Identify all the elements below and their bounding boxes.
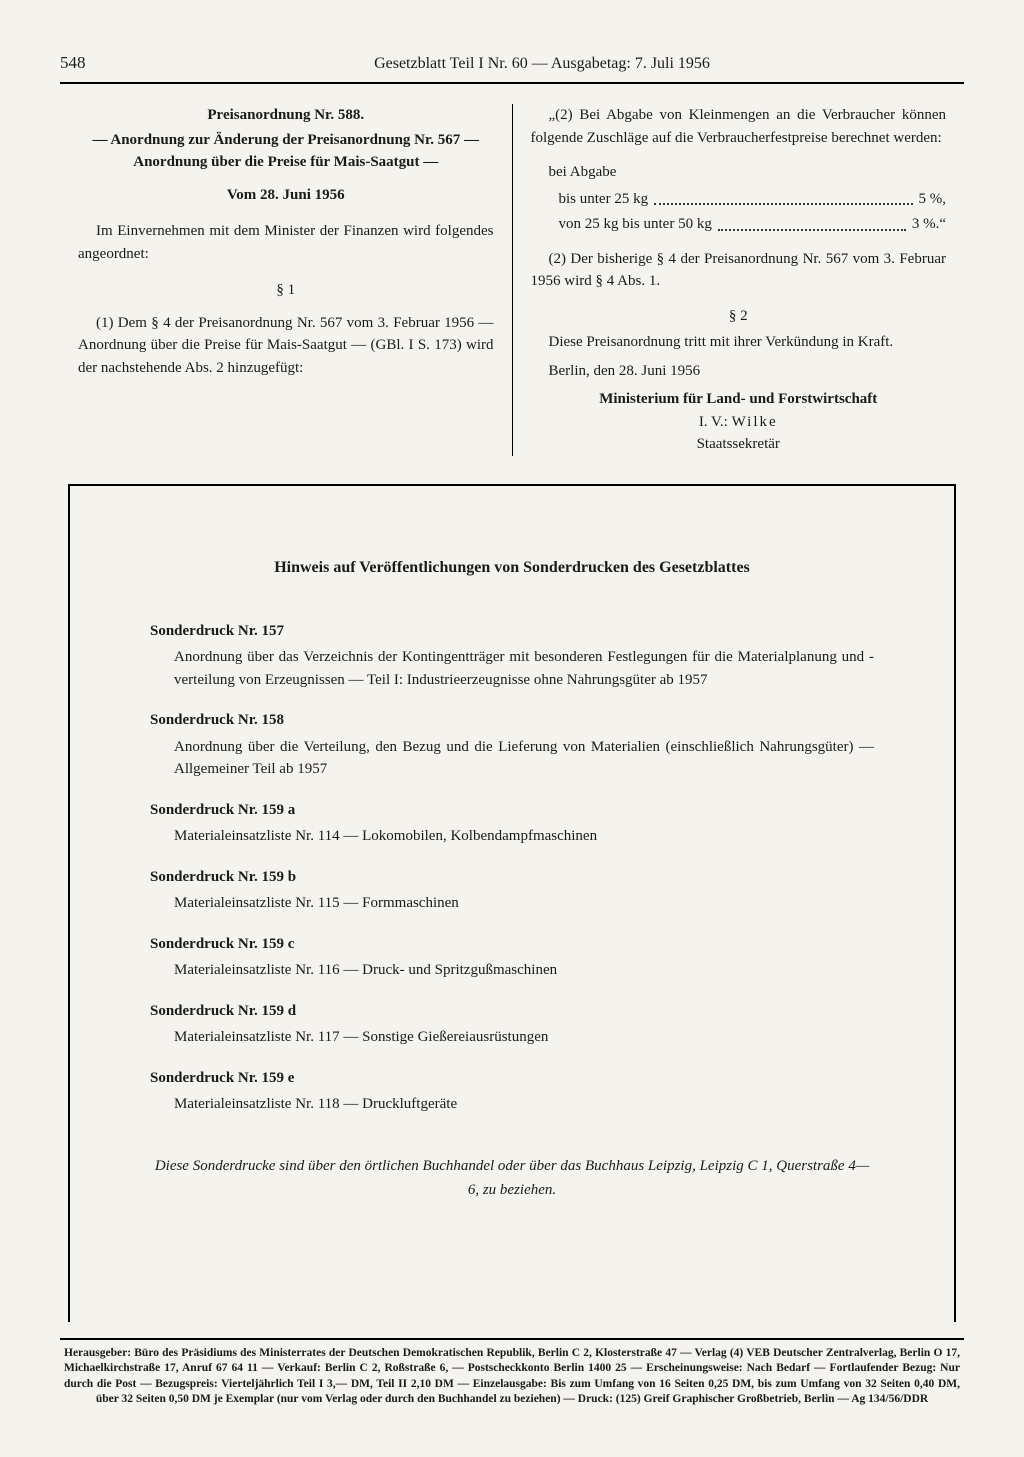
two-column-body: Preisanordnung Nr. 588. — Anordnung zur …	[60, 104, 964, 456]
sonderdruck-body: Materialeinsatzliste Nr. 116 — Druck- un…	[150, 959, 874, 982]
place-date: Berlin, den 28. Juni 1956	[531, 360, 947, 383]
abgabe-label: bei Abgabe	[531, 161, 947, 184]
sonderdruck-head: Sonderdruck Nr. 159 a	[150, 799, 874, 822]
sig-prefix: I. V.:	[699, 414, 728, 430]
sonderdruck-body: Materialeinsatzliste Nr. 115 — Formmasch…	[150, 892, 874, 915]
imprint: Herausgeber: Büro des Präsidiums des Min…	[60, 1338, 964, 1408]
surcharge-label: bis unter 25 kg	[559, 188, 649, 211]
sonderdruck-list: Sonderdruck Nr. 157 Anordnung über das Ve…	[150, 620, 874, 1116]
sonderdruck-item: Sonderdruck Nr. 159 c Materialeinsatzlist…	[150, 933, 874, 982]
sonderdruck-head: Sonderdruck Nr. 159 e	[150, 1067, 874, 1090]
quote-intro: „(2) Bei Abgabe von Kleinmengen an die V…	[531, 104, 947, 149]
sig-role: Staatssekretär	[531, 433, 947, 456]
ordinance-title: Preisanordnung Nr. 588. — Anordnung zur …	[78, 104, 494, 174]
section-2-label: § 2	[531, 305, 947, 328]
ordinance-number: Preisanordnung Nr. 588.	[78, 104, 494, 127]
sonderdruck-body: Anordnung über die Verteilung, den Bezug…	[150, 736, 874, 781]
surcharge-row: bis unter 25 kg 5 %,	[531, 188, 947, 211]
section-1-label: § 1	[78, 279, 494, 302]
section-1-para-2: (2) Der bisherige § 4 der Preisanordnung…	[531, 248, 947, 293]
leader-dots	[718, 213, 906, 231]
header-title: Gesetzblatt Teil I Nr. 60 — Ausgabetag: …	[120, 52, 964, 76]
sonderdruck-item: Sonderdruck Nr. 159 d Materialeinsatzlist…	[150, 1000, 874, 1049]
sonderdruck-head: Sonderdruck Nr. 159 d	[150, 1000, 874, 1023]
sonderdruck-head: Sonderdruck Nr. 158	[150, 709, 874, 732]
left-column: Preisanordnung Nr. 588. — Anordnung zur …	[60, 104, 513, 456]
right-column: „(2) Bei Abgabe von Kleinmengen an die V…	[513, 104, 965, 456]
ordinance-date: Vom 28. Juni 1956	[78, 184, 494, 207]
sonderdruck-head: Sonderdruck Nr. 159 b	[150, 866, 874, 889]
signature-block: Ministerium für Land- und Forstwirtschaf…	[531, 388, 947, 456]
sonderdruck-head: Sonderdruck Nr. 157	[150, 620, 874, 643]
page-header: 548 Gesetzblatt Teil I Nr. 60 — Ausgabet…	[60, 50, 964, 84]
surcharge-row: von 25 kg bis unter 50 kg 3 %.“	[531, 213, 947, 236]
surcharge-value: 3 %.“	[912, 213, 946, 236]
surcharge-value: 5 %,	[919, 188, 947, 211]
ordinance-subtitle: — Anordnung zur Änderung der Preisanordn…	[78, 129, 494, 174]
sonderdruck-item: Sonderdruck Nr. 157 Anordnung über das Ve…	[150, 620, 874, 692]
page-number: 548	[60, 50, 120, 76]
ordinance-intro: Im Einvernehmen mit dem Minister der Fin…	[78, 220, 494, 265]
surcharge-label: von 25 kg bis unter 50 kg	[559, 213, 712, 236]
sonderdruck-item: Sonderdruck Nr. 159 e Materialeinsatzlist…	[150, 1067, 874, 1116]
sig-name: Wilke	[732, 414, 778, 430]
sonderdruck-body: Anordnung über das Verzeichnis der Konti…	[150, 646, 874, 691]
sonderdruck-body: Materialeinsatzliste Nr. 117 — Sonstige …	[150, 1026, 874, 1049]
sonderdruck-body: Materialeinsatzliste Nr. 118 — Druckluft…	[150, 1093, 874, 1116]
section-1-para-1: (1) Dem § 4 der Preisanordnung Nr. 567 v…	[78, 312, 494, 380]
signature-line: I. V.: Wilke	[531, 411, 947, 434]
section-2-para-1: Diese Preisanordnung tritt mit ihrer Ver…	[531, 331, 947, 354]
leader-dots	[654, 188, 912, 206]
sonderdruck-item: Sonderdruck Nr. 159 a Materialeinsatzlist…	[150, 799, 874, 848]
sonderdruck-body: Materialeinsatzliste Nr. 114 — Lokomobil…	[150, 825, 874, 848]
notice-box: Hinweis auf Veröffentlichungen von Sonde…	[68, 484, 956, 1322]
sonderdruck-item: Sonderdruck Nr. 158 Anordnung über die Ve…	[150, 709, 874, 781]
sonderdruck-item: Sonderdruck Nr. 159 b Materialeinsatzlist…	[150, 866, 874, 915]
ministry-name: Ministerium für Land- und Forstwirtschaf…	[531, 388, 947, 411]
notice-footer: Diese Sonderdrucke sind über den örtlich…	[150, 1154, 874, 1202]
sonderdruck-head: Sonderdruck Nr. 159 c	[150, 933, 874, 956]
notice-title: Hinweis auf Veröffentlichungen von Sonde…	[150, 556, 874, 580]
